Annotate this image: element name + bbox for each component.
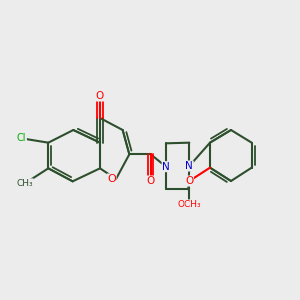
Text: O: O bbox=[185, 176, 194, 186]
Text: CH₃: CH₃ bbox=[17, 179, 33, 188]
Text: Cl: Cl bbox=[17, 133, 26, 143]
Text: O: O bbox=[96, 91, 104, 101]
Text: O: O bbox=[146, 176, 155, 186]
Text: OCH₃: OCH₃ bbox=[178, 200, 201, 209]
Text: N: N bbox=[162, 162, 170, 172]
Text: O: O bbox=[107, 174, 116, 184]
Text: N: N bbox=[185, 161, 193, 171]
